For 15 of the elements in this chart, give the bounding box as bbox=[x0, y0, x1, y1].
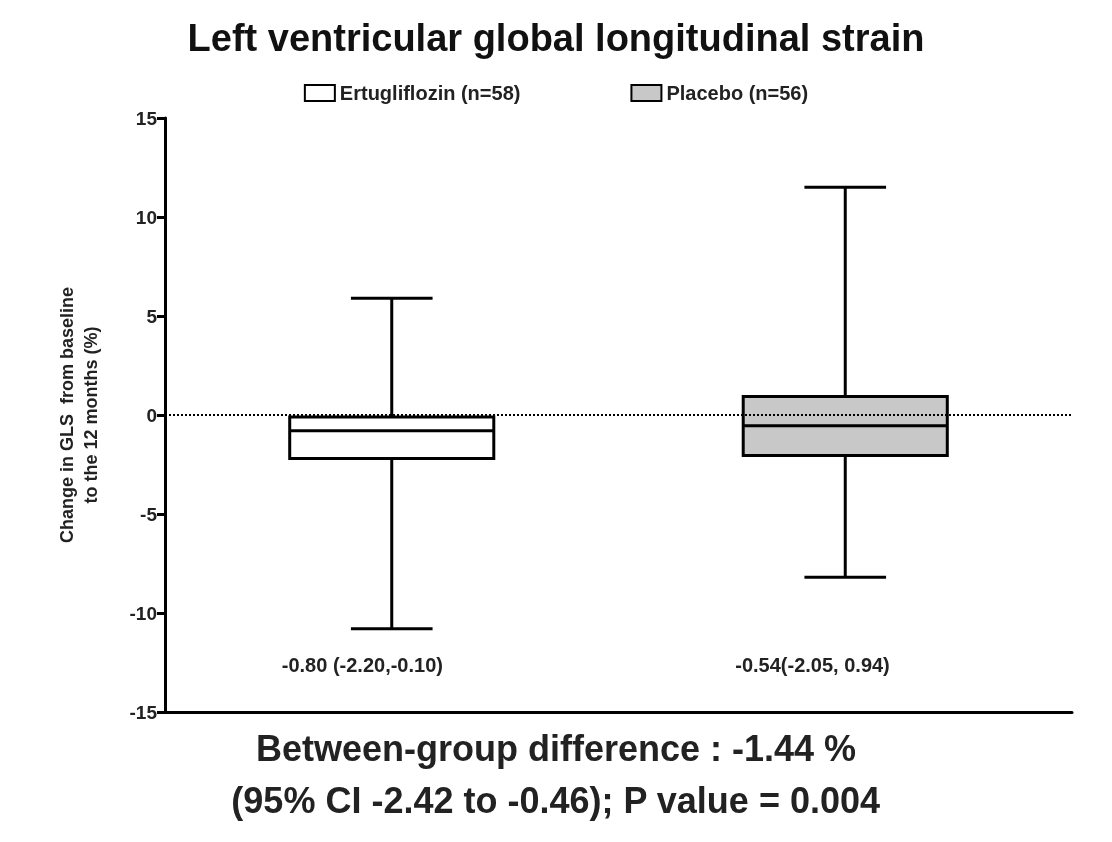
y-tick-label: -15 bbox=[129, 701, 158, 723]
y-tick-label: 10 bbox=[135, 206, 157, 228]
annotation: -0.54(-2.05, 0.94) bbox=[735, 654, 890, 676]
legend-label: Placebo (n=56) bbox=[666, 82, 809, 104]
legend-label: Ertugliflozin (n=58) bbox=[339, 82, 521, 104]
y-tick-label: 0 bbox=[146, 404, 157, 426]
y-tick-label: -5 bbox=[140, 503, 158, 525]
y-axis-title: Change in GLS from baseline to the 12 months (%) bbox=[57, 286, 101, 544]
y-tick-label: -10 bbox=[129, 602, 157, 624]
y-tick-label: 15 bbox=[135, 107, 158, 129]
text: (95% CI -2.42 to -0.46); P value = 0.004 bbox=[231, 779, 881, 821]
chart-title: Left ventricular global longitudinal strain bbox=[187, 17, 925, 59]
y-tick-label: 5 bbox=[146, 305, 158, 327]
annotation: -0.80 (-2.20,-0.10) bbox=[281, 654, 443, 676]
text: Between-group difference : -1.44 % bbox=[255, 727, 857, 769]
